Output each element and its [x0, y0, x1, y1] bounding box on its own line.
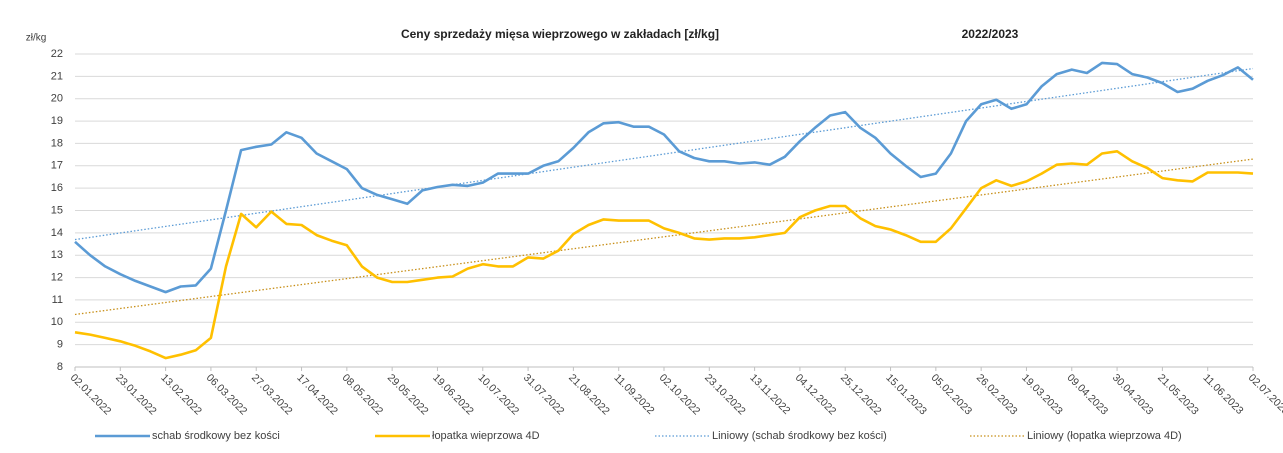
y-tick-label: 21 [51, 70, 63, 82]
y-tick-label: 17 [51, 160, 63, 172]
legend-label: Liniowy (schab środkowy bez kości) [712, 430, 887, 442]
y-tick-label: 22 [51, 48, 63, 60]
y-tick-label: 11 [52, 294, 63, 306]
legend-label: łopatka wieprzowa 4D [432, 430, 540, 442]
y-tick-label: 10 [51, 316, 63, 328]
y-tick-label: 15 [51, 204, 63, 216]
y-tick-label: 14 [51, 227, 63, 239]
y-axis-label: zł/kg [26, 33, 47, 44]
y-tick-label: 19 [51, 115, 63, 127]
chart-title: Ceny sprzedaży mięsa wieprzowego w zakła… [401, 27, 719, 41]
y-tick-label: 8 [57, 361, 63, 373]
legend-label: Liniowy (łopatka wieprzowa 4D) [1027, 430, 1182, 442]
trend-line [74, 67, 1254, 241]
y-tick-label: 12 [51, 271, 63, 283]
y-tick-label: 16 [51, 182, 63, 194]
chart-subtitle: 2022/2023 [962, 27, 1019, 41]
y-tick-label: 20 [51, 93, 63, 105]
series-line [74, 150, 1254, 360]
y-tick-label: 13 [51, 249, 63, 261]
series-line [74, 61, 1254, 294]
legend-label: schab środkowy bez kości [152, 430, 280, 442]
y-tick-label: 18 [51, 137, 63, 149]
y-tick-label: 9 [57, 339, 63, 351]
